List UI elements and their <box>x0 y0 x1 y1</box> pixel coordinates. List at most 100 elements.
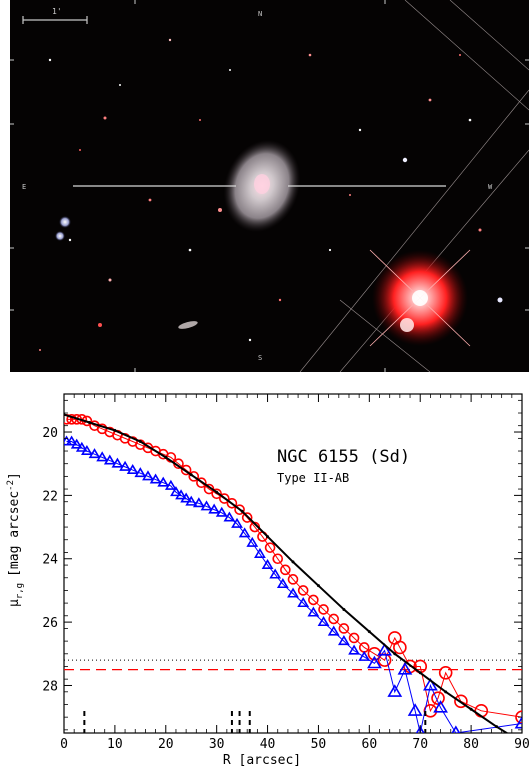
g-band-point <box>307 606 320 617</box>
image-border-ticks <box>10 0 529 372</box>
model-fit-point <box>240 509 244 513</box>
x-tick-label-80: 80 <box>463 737 479 752</box>
x-tick-label-10: 10 <box>107 737 123 752</box>
g-band-point <box>70 438 83 449</box>
model-fit-point <box>342 607 346 611</box>
model-fit-point <box>87 421 91 425</box>
bright-star-left-1 <box>59 216 71 228</box>
r-band-point <box>348 632 360 644</box>
g-band-point <box>254 547 266 558</box>
y-axis-label-close: ] <box>7 472 22 480</box>
plot-frame <box>63 393 523 734</box>
g-band-point <box>185 495 198 506</box>
r-band-point <box>219 493 230 504</box>
g-band-point <box>415 725 425 733</box>
g-band-point <box>215 506 228 517</box>
chart-subtitle: Type II-AB <box>277 471 349 485</box>
r-band-point <box>328 613 340 625</box>
y-axis-label-exp: -2 <box>6 480 16 491</box>
r-band-point <box>280 564 291 576</box>
g-band-point <box>337 635 350 646</box>
g-band-point <box>238 527 251 538</box>
g-band-point <box>423 677 438 691</box>
g-band-point <box>407 703 423 716</box>
g-band-point <box>246 536 259 547</box>
scale-bar: 1' <box>22 7 88 24</box>
series-layer <box>64 413 522 733</box>
model-fit-point <box>164 455 168 459</box>
y-axis-label: μr,g [mag arcsec-2] <box>6 472 25 607</box>
g-band-point <box>103 454 116 465</box>
g-band-point <box>223 511 236 522</box>
g-band-point <box>317 616 330 627</box>
g-band-point <box>377 643 392 656</box>
r-band-point <box>515 710 522 724</box>
g-band-point <box>287 587 299 598</box>
g-band-point <box>157 476 170 487</box>
compass-north: N <box>258 10 262 18</box>
axes-layer: 0 10 20 30 40 50 60 70 80 90 20 22 24 26 28 <box>42 394 529 752</box>
bright-foreground-star <box>369 249 471 347</box>
r-band-point <box>367 646 382 661</box>
g-band-point <box>75 441 88 452</box>
y-tick-label-28: 28 <box>42 679 58 694</box>
x-tick-label-50: 50 <box>311 737 327 752</box>
x-tick-label-90: 90 <box>514 737 529 752</box>
r-band-point <box>454 694 468 709</box>
r-band-point <box>318 604 329 615</box>
r-band-point <box>264 542 276 553</box>
edge-on-galaxy <box>178 321 198 329</box>
x-tick-label-70: 70 <box>412 737 428 752</box>
g-band-point <box>208 503 221 514</box>
model-fit-point <box>418 671 422 675</box>
model-fit-point <box>291 560 295 564</box>
y-tick-label-24: 24 <box>42 553 58 568</box>
g-band-point <box>180 492 193 503</box>
compass-south: S <box>258 354 262 362</box>
r-band-point <box>308 594 319 606</box>
r-band-point <box>423 704 438 718</box>
y-axis-label-mu: μ <box>7 599 22 607</box>
background-stars <box>39 38 503 351</box>
x-tick-label-0: 0 <box>60 737 68 752</box>
g-band-point <box>327 625 340 636</box>
g-band-point <box>175 489 187 500</box>
model-fit-point <box>189 473 193 477</box>
model-fit-point <box>469 707 473 711</box>
model-fit-point <box>495 725 499 729</box>
scale-bar-label: 1' <box>52 7 62 16</box>
r-band-point <box>196 477 207 489</box>
x-axis-label: R [arcsec] <box>223 753 301 768</box>
model-fit-point <box>266 535 270 539</box>
g-band-point <box>200 500 213 511</box>
g-band-point <box>88 448 101 459</box>
g-band-point <box>367 655 382 669</box>
g-band-point <box>119 460 131 471</box>
g-band-point <box>164 479 177 490</box>
g-band-point <box>134 467 147 478</box>
model-fit-point <box>138 440 142 444</box>
model-fit-point <box>113 428 117 432</box>
chart-svg: 0 10 20 30 40 50 60 70 80 90 20 22 24 26 28 NGC 6155 (… <box>6 393 529 768</box>
model-fit-point <box>367 630 371 634</box>
r-band-point <box>188 471 200 482</box>
g-band-point <box>65 435 78 446</box>
chart-title: NGC 6155 (Sd) <box>277 447 410 467</box>
x-tick-label-60: 60 <box>362 737 378 752</box>
galaxy-image: 1' N E W S <box>10 0 529 372</box>
compass-east: E <box>22 183 26 191</box>
r-band-point <box>438 666 453 680</box>
model-fit-point <box>64 413 66 417</box>
r-band-point <box>180 464 192 476</box>
surface-brightness-chart: 0 10 20 30 40 50 60 70 80 90 20 22 24 26 28 NGC 6155 (… <box>0 372 529 771</box>
g-band-point <box>111 457 124 468</box>
g-band-point <box>358 650 371 661</box>
x-tick-label-30: 30 <box>209 737 225 752</box>
galaxy-image-svg: 1' N E W S <box>10 0 529 372</box>
g-band-point <box>387 684 403 697</box>
y-axis-label-band: r,g <box>15 583 25 599</box>
model-fit-point <box>316 584 320 588</box>
model-fit-point <box>393 652 397 656</box>
target-galaxy-core <box>254 174 270 194</box>
g-band-profile-line <box>66 441 522 733</box>
